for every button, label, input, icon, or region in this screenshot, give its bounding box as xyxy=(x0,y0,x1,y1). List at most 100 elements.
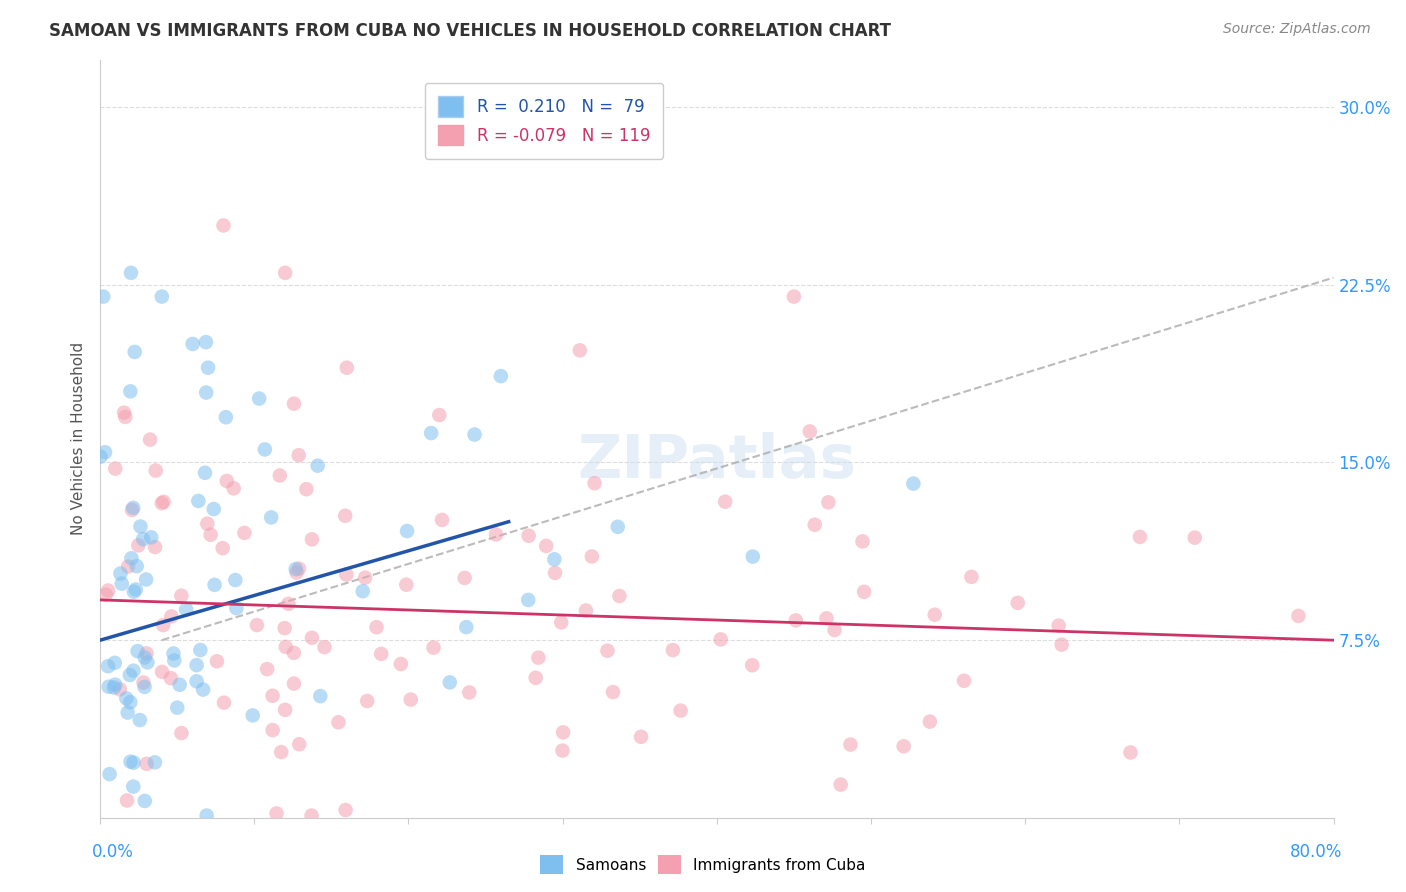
Point xyxy=(336,360,359,375)
Point xyxy=(669,704,692,718)
Point xyxy=(352,584,374,599)
Point xyxy=(120,551,142,566)
Point xyxy=(953,673,976,688)
Point xyxy=(630,730,652,744)
Point xyxy=(120,384,142,399)
Point xyxy=(420,425,443,440)
Point xyxy=(553,725,575,739)
Point xyxy=(266,806,288,821)
Point xyxy=(125,559,148,574)
Point xyxy=(247,392,270,406)
Point xyxy=(288,737,311,751)
Point xyxy=(211,541,233,556)
Point xyxy=(422,640,444,655)
Point xyxy=(274,703,297,717)
Point xyxy=(163,653,186,667)
Point xyxy=(112,406,135,420)
Point xyxy=(150,289,173,303)
Point xyxy=(262,689,284,703)
Point xyxy=(543,552,565,566)
Point xyxy=(152,618,174,632)
Point xyxy=(143,756,166,770)
Point xyxy=(1007,596,1029,610)
Point xyxy=(1119,746,1142,760)
Point xyxy=(197,360,219,375)
Point xyxy=(122,780,145,794)
Point xyxy=(396,524,419,538)
Point xyxy=(127,538,149,552)
Point xyxy=(120,266,142,280)
Point xyxy=(195,516,218,531)
Point xyxy=(602,685,624,699)
Point xyxy=(395,578,418,592)
Point xyxy=(166,700,188,714)
Point xyxy=(115,793,138,807)
Point xyxy=(152,495,174,509)
Point xyxy=(135,573,157,587)
Point xyxy=(124,345,146,359)
Point xyxy=(803,517,825,532)
Point xyxy=(212,696,235,710)
Y-axis label: No Vehicles in Household: No Vehicles in Household xyxy=(72,343,86,535)
Point xyxy=(117,559,139,574)
Point xyxy=(544,566,567,580)
Point xyxy=(222,482,245,496)
Point xyxy=(120,755,142,769)
Point xyxy=(301,533,323,547)
Point xyxy=(356,694,378,708)
Point xyxy=(202,502,225,516)
Point xyxy=(335,508,357,523)
Point xyxy=(283,646,305,660)
Point xyxy=(97,680,120,694)
Point xyxy=(464,427,486,442)
Point xyxy=(517,593,540,607)
Point xyxy=(262,723,284,738)
Point xyxy=(224,573,246,587)
Point xyxy=(104,461,127,475)
Point xyxy=(170,589,193,603)
Point xyxy=(120,695,142,709)
Point xyxy=(94,445,117,459)
Point xyxy=(200,527,222,541)
Point xyxy=(122,756,145,770)
Point xyxy=(160,671,183,685)
Point xyxy=(839,738,862,752)
Point xyxy=(150,496,173,510)
Point xyxy=(366,620,388,634)
Point xyxy=(335,567,357,582)
Point xyxy=(830,778,852,792)
Point xyxy=(354,571,377,585)
Legend: R =  0.210   N =  79, R = -0.079   N = 119: R = 0.210 N = 79, R = -0.079 N = 119 xyxy=(425,83,664,159)
Point xyxy=(287,448,309,462)
Point xyxy=(427,408,450,422)
Point xyxy=(283,676,305,690)
Point xyxy=(783,289,806,303)
Point xyxy=(903,476,925,491)
Point xyxy=(186,674,208,689)
Point xyxy=(162,647,184,661)
Point xyxy=(187,494,209,508)
Point xyxy=(1129,530,1152,544)
Point xyxy=(799,425,821,439)
Point xyxy=(186,658,208,673)
Point xyxy=(851,534,873,549)
Point xyxy=(524,671,547,685)
Point xyxy=(134,650,156,665)
Point xyxy=(114,409,136,424)
Point xyxy=(960,570,983,584)
Point xyxy=(301,808,323,822)
Point xyxy=(453,571,475,585)
Point xyxy=(273,621,295,635)
Point xyxy=(233,525,256,540)
Point xyxy=(89,450,111,464)
Point xyxy=(550,615,572,630)
Point xyxy=(204,578,226,592)
Point xyxy=(606,520,628,534)
Text: SAMOAN VS IMMIGRANTS FROM CUBA NO VEHICLES IN HOUSEHOLD CORRELATION CHART: SAMOAN VS IMMIGRANTS FROM CUBA NO VEHICL… xyxy=(49,22,891,40)
Point xyxy=(824,623,846,637)
Point xyxy=(328,715,350,730)
Point xyxy=(174,602,197,616)
Point xyxy=(94,588,117,602)
Point xyxy=(301,631,323,645)
Point xyxy=(121,503,143,517)
